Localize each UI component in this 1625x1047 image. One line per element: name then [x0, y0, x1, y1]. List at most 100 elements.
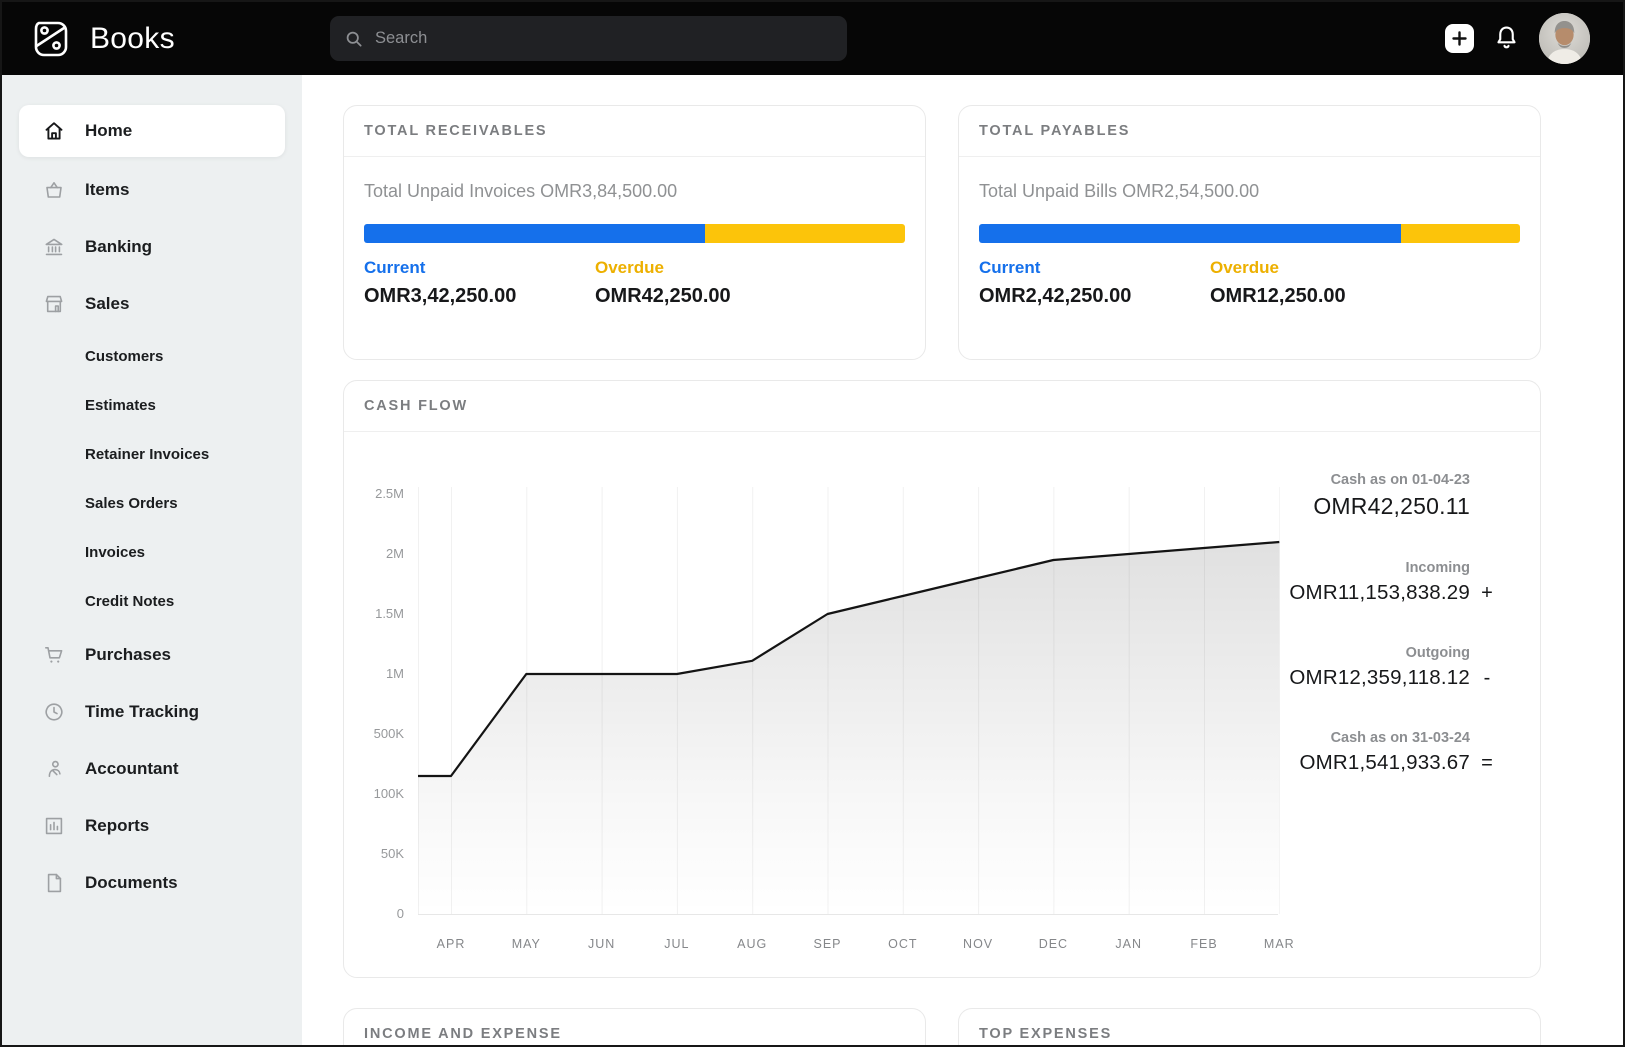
overdue-value: OMR12,250.00	[1210, 285, 1346, 307]
reports-icon	[42, 814, 66, 838]
y-axis-tick-label: 0	[396, 906, 404, 921]
sidebar-item-label: Credit Notes	[85, 593, 175, 610]
y-axis-tick-label: 100K	[373, 786, 404, 801]
cart-icon	[42, 643, 66, 667]
sidebar-item-label: Documents	[85, 872, 178, 892]
x-axis-month-label: SEP	[813, 937, 842, 951]
y-axis-tick-label: 2.5M	[375, 486, 404, 501]
sidebar-item-purchases[interactable]: Purchases	[2, 626, 302, 683]
sidebar-item-home[interactable]: Home	[19, 105, 285, 157]
document-icon	[42, 871, 66, 895]
sidebar-item-label: Time Tracking	[85, 701, 200, 721]
user-avatar[interactable]	[1539, 13, 1590, 64]
card-header: INCOME AND EXPENSE	[344, 1009, 925, 1045]
total-payables-card: TOTAL PAYABLES Total Unpaid Bills OMR2,5…	[958, 105, 1541, 360]
topbar: Books	[2, 2, 1623, 75]
overdue-bar-segment	[704, 224, 905, 243]
current-label: Current	[364, 258, 426, 277]
current-value: OMR2,42,250.00	[979, 285, 1132, 307]
current-value: OMR3,42,250.00	[364, 285, 517, 307]
stat-value: OMR11,153,838.29	[1289, 581, 1470, 604]
x-axis-month-label: APR	[436, 937, 466, 951]
x-axis-month-label: NOV	[963, 937, 994, 951]
sidebar-item-sales[interactable]: Sales	[2, 275, 302, 332]
card-title: CASH FLOW	[364, 398, 468, 414]
card-title: TOTAL RECEIVABLES	[364, 123, 548, 139]
sidebar-item-retainer-invoices[interactable]: Retainer Invoices	[2, 430, 302, 479]
sidebar-item-label: Accountant	[85, 758, 179, 778]
payables-progress-bar	[979, 224, 1520, 243]
y-axis-tick-label: 50K	[380, 846, 404, 861]
notifications-bell-icon[interactable]	[1493, 24, 1520, 53]
card-header: TOTAL PAYABLES	[959, 106, 1540, 157]
income-and-expense-card: INCOME AND EXPENSE	[343, 1008, 926, 1045]
sidebar-item-label: Purchases	[85, 644, 171, 664]
sidebar-nav: Home Items Banking Sales Customers Estimates R…	[2, 75, 302, 1045]
unpaid-bills-summary: Total Unpaid Bills OMR2,54,500.00	[979, 181, 1260, 201]
sidebar-item-sales-orders[interactable]: Sales Orders	[2, 479, 302, 528]
clock-icon	[42, 700, 66, 724]
current-label: Current	[979, 258, 1041, 277]
sidebar-item-estimates[interactable]: Estimates	[2, 381, 302, 430]
app-name: Books	[90, 21, 175, 55]
sidebar-item-credit-notes[interactable]: Credit Notes	[2, 577, 302, 626]
sidebar-item-label: Customers	[85, 348, 164, 365]
stat-operator: +	[1481, 582, 1493, 604]
sidebar-item-banking[interactable]: Banking	[2, 218, 302, 275]
cash-flow-chart: Cash as on 01-04-23 OMR42,250.11 Incoming O…	[344, 432, 1540, 978]
sidebar-item-label: Home	[85, 121, 133, 140]
card-title: INCOME AND EXPENSE	[364, 1026, 562, 1042]
search-input[interactable]	[375, 29, 833, 48]
sidebar-item-label: Reports	[85, 815, 150, 835]
card-header: TOP EXPENSES	[959, 1009, 1540, 1045]
app-logo[interactable]: Books	[28, 16, 175, 62]
cashflow-stat-incoming: Incoming OMR11,153,838.29 +	[1244, 560, 1504, 605]
books-logo-icon	[28, 16, 74, 62]
sidebar-item-customers[interactable]: Customers	[2, 332, 302, 381]
main-content: TOTAL RECEIVABLES Total Unpaid Invoices …	[302, 75, 1623, 1045]
y-axis-tick-label: 1.5M	[375, 606, 404, 621]
bank-icon	[42, 235, 66, 259]
sidebar-item-label: Invoices	[85, 544, 146, 561]
sidebar-item-label: Sales	[85, 293, 130, 313]
stat-label: Outgoing	[1405, 645, 1470, 661]
stat-label: Cash as on 31-03-24	[1330, 730, 1470, 746]
top-expenses-card: TOP EXPENSES	[958, 1008, 1541, 1045]
x-axis-month-label: JUN	[587, 937, 616, 951]
sidebar-item-reports[interactable]: Reports	[2, 797, 302, 854]
sidebar-item-items[interactable]: Items	[2, 161, 302, 218]
current-bar-segment	[364, 224, 705, 243]
stat-operator: =	[1481, 752, 1493, 774]
stat-value: OMR1,541,933.67	[1299, 751, 1470, 774]
current-bar-segment	[979, 224, 1401, 243]
search-bar[interactable]	[330, 16, 847, 61]
cash-flow-plot	[418, 487, 1280, 915]
card-header: CASH FLOW	[344, 381, 1540, 432]
x-axis-month-label: OCT	[888, 937, 918, 951]
cashflow-stat-cash-as-on-31-03-24: Cash as on 31-03-24 OMR1,541,933.67 =	[1244, 730, 1504, 775]
total-receivables-card: TOTAL RECEIVABLES Total Unpaid Invoices …	[343, 105, 926, 360]
stat-label: Incoming	[1405, 560, 1470, 576]
sidebar-item-time-tracking[interactable]: Time Tracking	[2, 683, 302, 740]
x-axis-month-label: MAR	[1263, 937, 1295, 951]
sidebar-item-accountant[interactable]: Accountant	[2, 740, 302, 797]
overdue-bar-segment	[1400, 224, 1520, 243]
x-axis-month-label: AUG	[737, 937, 768, 951]
quick-create-button[interactable]	[1445, 24, 1474, 53]
sidebar-item-label: Sales Orders	[85, 495, 178, 512]
sidebar-item-invoices[interactable]: Invoices	[2, 528, 302, 577]
sidebar-item-documents[interactable]: Documents	[2, 854, 302, 911]
sidebar-item-label: Items	[85, 179, 130, 199]
cash-flow-line	[418, 540, 1280, 778]
store-icon	[42, 292, 66, 316]
y-axis-tick-label: 1M	[385, 666, 404, 681]
accountant-icon	[42, 757, 66, 781]
cash-flow-card: CASH FLOW Cash as on 01-04-23 OMR42,250.1…	[343, 380, 1541, 978]
search-icon	[344, 29, 364, 49]
overdue-label: Overdue	[1210, 258, 1279, 277]
card-title: TOP EXPENSES	[979, 1026, 1113, 1042]
sidebar-item-label: Banking	[85, 236, 153, 256]
stat-value: OMR42,250.11	[1313, 493, 1470, 519]
x-axis-month-label: JUL	[664, 937, 690, 951]
